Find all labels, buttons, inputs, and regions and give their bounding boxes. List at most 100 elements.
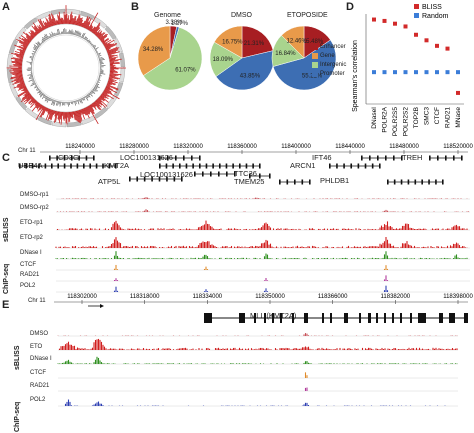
bliss-density-bar bbox=[103, 90, 108, 95]
gene-ttc36: TTC36 bbox=[234, 169, 257, 178]
chromosome-segment bbox=[119, 67, 126, 83]
dnase-density-bar bbox=[72, 30, 74, 35]
dnase-density-bar bbox=[80, 36, 82, 38]
bliss-density-bar bbox=[12, 57, 23, 60]
bliss-density-bar bbox=[30, 29, 37, 37]
gene-exon bbox=[226, 171, 228, 177]
pie-title-dmso: DMSO bbox=[231, 12, 252, 19]
bliss-density-bar bbox=[38, 28, 42, 33]
gene-exon bbox=[232, 163, 234, 169]
gene-exon bbox=[279, 179, 281, 185]
dnase-density-bar bbox=[90, 91, 94, 94]
bliss-density-bar bbox=[92, 22, 101, 34]
bliss-density-bar bbox=[82, 108, 87, 116]
bliss-density-bar bbox=[30, 34, 35, 39]
bliss-density-bar bbox=[78, 17, 82, 27]
bliss-density-bar bbox=[14, 60, 23, 63]
scatter-point bbox=[382, 70, 387, 75]
bliss-density-bar bbox=[80, 109, 85, 120]
dnase-density-bar bbox=[32, 54, 35, 56]
dnase-density-bar bbox=[94, 85, 98, 89]
e-track-label: ETO bbox=[30, 344, 43, 350]
dnase-density-bar bbox=[99, 62, 104, 65]
bliss-density-bar bbox=[54, 18, 57, 26]
c-track-label: CTCF bbox=[20, 262, 36, 268]
dnase-density-bar bbox=[99, 61, 104, 63]
gene-exon bbox=[70, 163, 72, 169]
gene-exon bbox=[322, 313, 324, 323]
bliss-density-bar bbox=[103, 42, 108, 46]
gene-exon bbox=[249, 173, 251, 179]
scatter-point bbox=[372, 17, 376, 22]
bliss-density-bar bbox=[55, 111, 58, 122]
bliss-density-bar bbox=[107, 48, 119, 54]
scatter-point bbox=[414, 32, 418, 37]
bliss-density-bar bbox=[14, 51, 25, 55]
chromosome-segment bbox=[93, 16, 108, 29]
scatter-point bbox=[456, 90, 460, 95]
dnase-density-bar bbox=[38, 91, 43, 96]
bliss-density-bar bbox=[71, 111, 74, 118]
bliss-density-bar bbox=[69, 14, 72, 25]
bliss-density-bar bbox=[106, 47, 111, 51]
gene-exon bbox=[129, 176, 131, 182]
circos-inner-ring bbox=[21, 23, 111, 113]
gene-exon bbox=[400, 179, 403, 185]
pie-slice bbox=[281, 25, 305, 59]
gene-exon bbox=[199, 155, 201, 161]
gene-exon bbox=[159, 155, 161, 161]
gene-exon bbox=[192, 163, 194, 169]
chromosome-segment bbox=[15, 96, 28, 110]
dnase-density-bar bbox=[50, 98, 52, 102]
bliss-density-bar bbox=[93, 26, 100, 35]
bliss-density-bar bbox=[39, 104, 42, 108]
bliss-density-bar bbox=[100, 94, 107, 99]
bliss-density-bar bbox=[90, 26, 96, 33]
bliss-density-bar bbox=[95, 32, 100, 37]
legend-gene: Gene bbox=[312, 51, 352, 60]
dnase-density-bar bbox=[83, 96, 86, 99]
bliss-density-bar bbox=[42, 107, 48, 116]
x-tick-label: POLR2S5 bbox=[392, 107, 399, 137]
bliss-density-bar bbox=[97, 98, 102, 103]
bliss-density-bar bbox=[97, 97, 108, 107]
bliss-density-bar bbox=[22, 92, 31, 99]
dnase-density-bar bbox=[88, 40, 91, 43]
dnase-density-bar bbox=[26, 61, 33, 63]
bliss-density-bar bbox=[103, 39, 115, 47]
bliss-density-bar bbox=[101, 40, 105, 43]
dnase-density-bar bbox=[35, 50, 37, 52]
chromosome-segment bbox=[24, 107, 39, 120]
gene-exon bbox=[210, 171, 212, 177]
bliss-density-bar bbox=[93, 27, 100, 35]
bliss-density-bar bbox=[17, 84, 26, 88]
gene-exon bbox=[401, 155, 403, 161]
dnase-density-bar bbox=[79, 99, 82, 104]
gene-exon bbox=[309, 179, 311, 185]
ruler-coordinate: 118400000 bbox=[281, 144, 311, 150]
legend-label: Gene bbox=[320, 52, 335, 59]
bliss-density-bar bbox=[24, 88, 28, 92]
dnase-density-bar bbox=[99, 60, 103, 62]
dnase-density-bar bbox=[96, 51, 99, 53]
bliss-density-bar bbox=[53, 110, 58, 123]
bliss-density-bar bbox=[87, 12, 99, 31]
gene-exon bbox=[167, 155, 169, 161]
panel-b-label: B bbox=[131, 1, 139, 13]
gene-exon bbox=[151, 176, 153, 182]
bliss-density-bar bbox=[11, 60, 23, 64]
bliss-density-bar bbox=[109, 61, 120, 64]
gene-exon bbox=[304, 313, 308, 323]
bliss-density-bar bbox=[17, 48, 26, 53]
bliss-density-bar bbox=[34, 32, 38, 36]
gene-exon bbox=[172, 163, 174, 169]
bliss-density-bar bbox=[37, 104, 43, 112]
dnase-density-bar bbox=[28, 77, 34, 80]
dnase-density-bar bbox=[39, 92, 43, 96]
bliss-density-bar bbox=[99, 33, 108, 41]
dnase-density-bar bbox=[33, 52, 36, 54]
bliss-density-bar bbox=[96, 30, 103, 37]
x-tick-label: SMC3 bbox=[424, 107, 431, 125]
bliss-density-bar bbox=[12, 80, 25, 85]
gene-exon bbox=[387, 179, 389, 185]
